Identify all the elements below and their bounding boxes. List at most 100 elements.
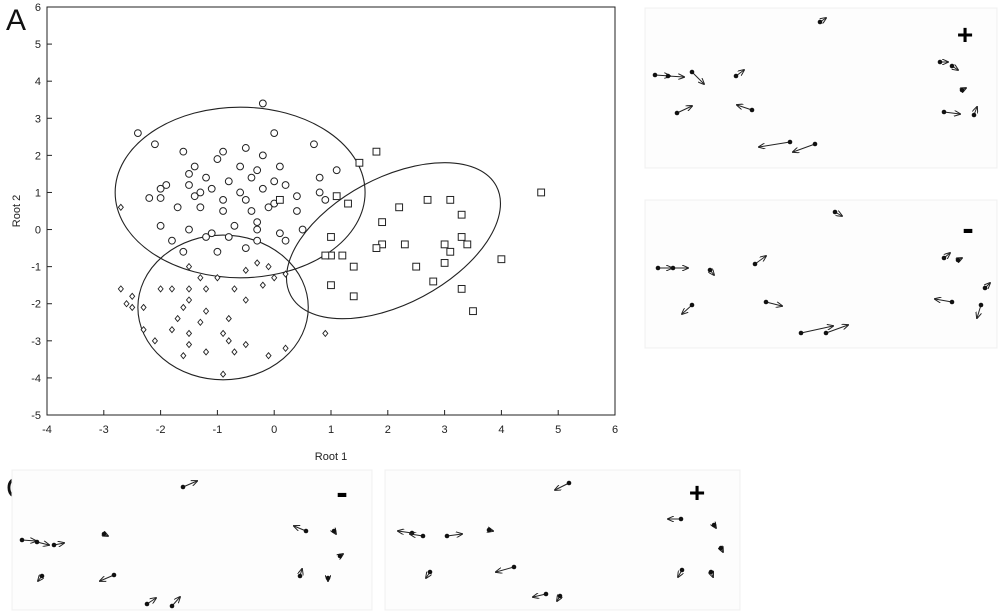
landmark-dot [689, 69, 695, 75]
diamond-point [197, 274, 204, 282]
circle-point [321, 195, 330, 204]
circle-point [185, 181, 193, 189]
circle-point [315, 173, 324, 182]
landmark-dot [557, 593, 563, 599]
landmark-dot [486, 527, 492, 533]
displacement-arrow [21, 540, 36, 541]
circle-point [241, 195, 250, 204]
displacement-arrow [555, 482, 570, 490]
circle-point [219, 147, 227, 156]
y-tick-label: -4 [31, 373, 41, 385]
landmark-dot [39, 573, 45, 579]
x-tick-label: 5 [555, 424, 561, 436]
x-tick-label: 2 [385, 424, 391, 436]
landmark-dot [566, 480, 572, 486]
landmark-dot [665, 73, 671, 79]
displacement-arrow [759, 141, 791, 147]
displacement-arrow [676, 106, 692, 114]
plot-frame [46, 6, 616, 416]
x-tick-label: 0 [271, 424, 277, 436]
displacement-arrow [793, 143, 816, 152]
square-point [412, 262, 421, 271]
diamond-point [254, 259, 261, 267]
landmark-dot [718, 545, 724, 551]
diamond-point [140, 325, 147, 334]
landmark-dot [937, 59, 943, 65]
diamond-point [168, 325, 176, 334]
circle-point [202, 233, 210, 241]
circle-point [258, 151, 267, 160]
square-point [446, 195, 455, 204]
confidence-ellipse [285, 162, 502, 320]
square-point [429, 277, 438, 286]
square-point [372, 147, 381, 156]
circle-point [310, 140, 318, 149]
panel-a-label: A [6, 4, 27, 37]
y-tick-label: 1 [35, 187, 41, 199]
square-point [395, 203, 404, 212]
displacement-arrow [100, 574, 115, 581]
diamond-point [231, 285, 238, 293]
square-point [537, 188, 546, 197]
circle-point [156, 194, 165, 202]
circle-point [270, 177, 279, 186]
vector-field-b-bottom [655, 209, 990, 336]
square-point [440, 240, 449, 249]
square-point [338, 251, 347, 260]
circle-point [275, 162, 284, 171]
y-tick-label: -2 [31, 299, 41, 311]
data-points [117, 99, 546, 378]
diamond-point [168, 285, 176, 293]
plus-sign: + [957, 19, 973, 50]
y-tick-label: 5 [35, 39, 41, 51]
confidence-ellipse [114, 106, 366, 279]
landmark-dot [511, 564, 517, 570]
circle-point [253, 236, 262, 245]
x-tick-label: 4 [498, 424, 504, 436]
circle-point [315, 188, 324, 197]
landmark-dot [817, 19, 823, 25]
landmark-dot [798, 330, 804, 336]
displacement-arrow [943, 112, 960, 114]
y-tick-label: 4 [35, 76, 41, 88]
landmark-dot [337, 553, 343, 559]
x-tick-label: -1 [213, 424, 223, 436]
landmark-dot [823, 330, 829, 336]
diamond-point [151, 337, 159, 345]
displacement-arrow [737, 105, 753, 111]
landmark-dot [169, 603, 175, 609]
panel-c-left-frame [11, 469, 373, 611]
circle-point [185, 225, 193, 234]
landmark-dot [832, 209, 838, 215]
circle-point [179, 147, 188, 156]
diamond-point [225, 314, 232, 323]
circle-point [224, 233, 233, 241]
x-axis: -4 -3 -2 -1 0 1 2 3 4 5 6 [42, 410, 618, 436]
circle-point [133, 129, 142, 138]
diamond-point [157, 285, 164, 293]
landmark-dot [707, 267, 713, 273]
displacement-arrow [825, 325, 848, 334]
landmark-dot [787, 139, 793, 145]
circle-point [224, 177, 233, 186]
circle-point [264, 203, 273, 212]
circle-point [293, 207, 301, 215]
diamond-point [185, 329, 193, 338]
diamond-point [180, 303, 187, 312]
landmark-dot [941, 109, 947, 115]
displacement-arrow [691, 71, 704, 84]
y-tick-label: 0 [35, 225, 41, 237]
x-tick-label: 3 [442, 424, 448, 436]
square-point [457, 233, 466, 241]
landmark-dot [427, 569, 433, 575]
diamond-point [117, 285, 124, 293]
circle-point [258, 99, 267, 108]
circle-point [253, 218, 262, 227]
diamond-point [231, 348, 238, 356]
y-tick-label: 3 [35, 113, 41, 125]
x-tick-label: 1 [328, 424, 334, 436]
landmark-dot [297, 573, 303, 579]
circle-point [156, 221, 165, 230]
